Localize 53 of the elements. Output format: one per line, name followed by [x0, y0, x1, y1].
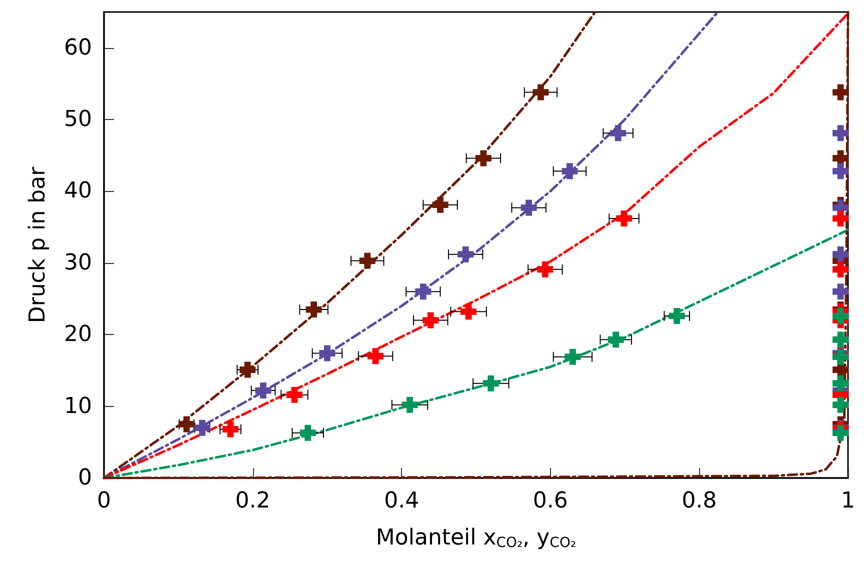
point [564, 348, 581, 365]
y-tick-label: 0 [78, 466, 92, 490]
point [832, 261, 849, 278]
point [300, 424, 316, 441]
y-tick-label: 50 [64, 107, 92, 132]
point [520, 200, 537, 216]
y-tick-label: 40 [64, 178, 92, 204]
y-axis-title: Druck p in bar [26, 166, 50, 324]
point [832, 375, 849, 392]
x-tick-label: 0.6 [532, 488, 568, 514]
point [402, 396, 418, 413]
x-tick-label: 0.4 [384, 488, 420, 514]
point [415, 284, 432, 300]
point [832, 396, 849, 413]
point [832, 163, 849, 180]
point [482, 375, 499, 392]
point [832, 308, 849, 324]
point [562, 163, 578, 180]
point [460, 304, 477, 320]
point [832, 84, 849, 100]
x-axis-title: Molanteil xCO₂, yCO₂ [376, 526, 576, 551]
point [475, 150, 492, 166]
point [458, 246, 474, 262]
x-tick-label: 0.2 [235, 488, 270, 514]
point [668, 308, 685, 324]
point [532, 84, 549, 100]
point [240, 362, 256, 378]
y-tick-label: 30 [64, 250, 92, 276]
point [368, 348, 384, 364]
y-tick-label: 60 [64, 35, 92, 60]
point [432, 196, 448, 213]
y-tick-label: 10 [64, 394, 92, 419]
x-tick-label: 0.8 [682, 488, 717, 514]
point [832, 424, 849, 441]
point [319, 345, 336, 362]
point [306, 302, 322, 318]
point [832, 125, 849, 142]
point [832, 246, 849, 262]
point [608, 332, 624, 348]
point [359, 252, 376, 269]
point [255, 382, 272, 399]
point [422, 312, 439, 328]
point [537, 261, 554, 278]
x-tick-label: 1 [841, 488, 855, 514]
point [832, 284, 849, 300]
point [286, 386, 302, 403]
point [832, 210, 849, 226]
point [222, 421, 238, 438]
x-tick-label: 0 [97, 488, 111, 514]
point [616, 210, 632, 226]
point [610, 125, 626, 142]
y-tick-label: 20 [64, 322, 92, 348]
point [832, 332, 849, 348]
